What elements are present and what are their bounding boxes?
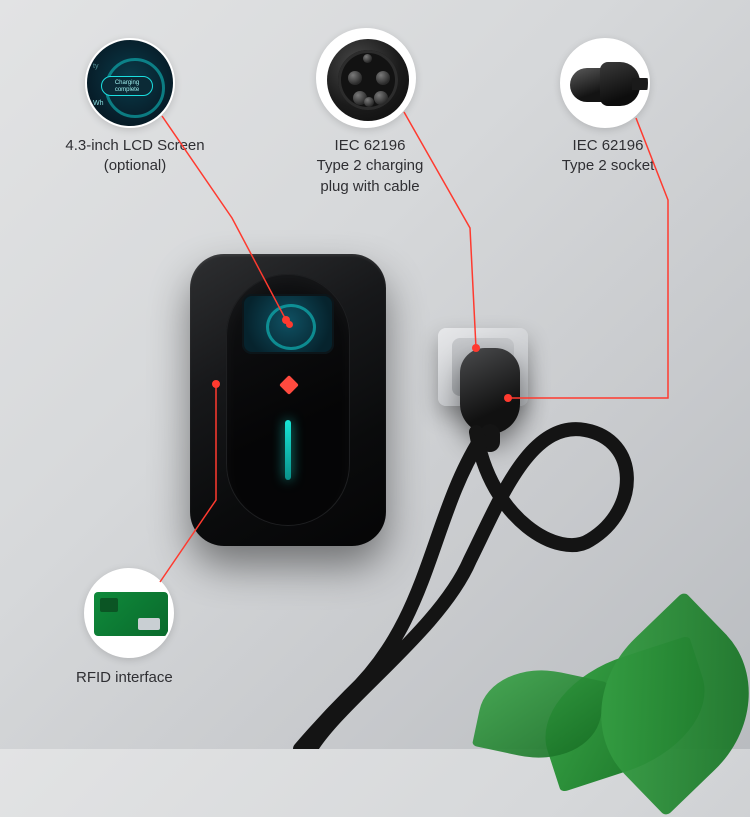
holder-plug — [460, 348, 520, 434]
cable-holder — [438, 328, 528, 406]
lcd-badge: Charging complete — [101, 76, 153, 96]
charger-screen — [242, 294, 334, 354]
label-rfid-line1: RFID interface — [76, 668, 186, 688]
label-plug-line1: IEC 62196 — [300, 136, 440, 156]
lcd-badge-line1: Charging — [115, 80, 139, 86]
plug-face-icon — [327, 39, 409, 121]
label-rfid: RFID interface — [76, 668, 186, 688]
charger-body — [190, 254, 386, 546]
callout-circle-lcd: ty Charging complete Wh — [85, 38, 175, 128]
lcd-badge-line2: complete — [115, 87, 139, 93]
lcd-side-text: Wh — [93, 100, 104, 107]
lcd-top-text: ty — [93, 63, 98, 70]
label-socket: IEC 62196 Type 2 socket — [548, 136, 668, 177]
label-lcd-line1: 4.3-inch LCD Screen — [60, 136, 210, 156]
label-lcd-line2: (optional) — [60, 156, 210, 176]
callout-circle-plug — [316, 28, 416, 128]
label-plug-line3: plug with cable — [300, 177, 440, 197]
label-plug: IEC 62196 Type 2 charging plug with cabl… — [300, 136, 440, 197]
label-plug-line2: Type 2 charging — [300, 156, 440, 176]
label-socket-line1: IEC 62196 — [548, 136, 668, 156]
label-lcd: 4.3-inch LCD Screen (optional) — [60, 136, 210, 177]
socket-plug-icon — [570, 62, 644, 106]
status-led-icon — [285, 420, 291, 480]
callout-circle-socket — [560, 38, 650, 128]
label-socket-line2: Type 2 socket — [548, 156, 668, 176]
pcb-icon — [94, 592, 168, 636]
callout-circle-rfid — [84, 568, 174, 658]
leader-endpoint-icon — [286, 321, 293, 328]
